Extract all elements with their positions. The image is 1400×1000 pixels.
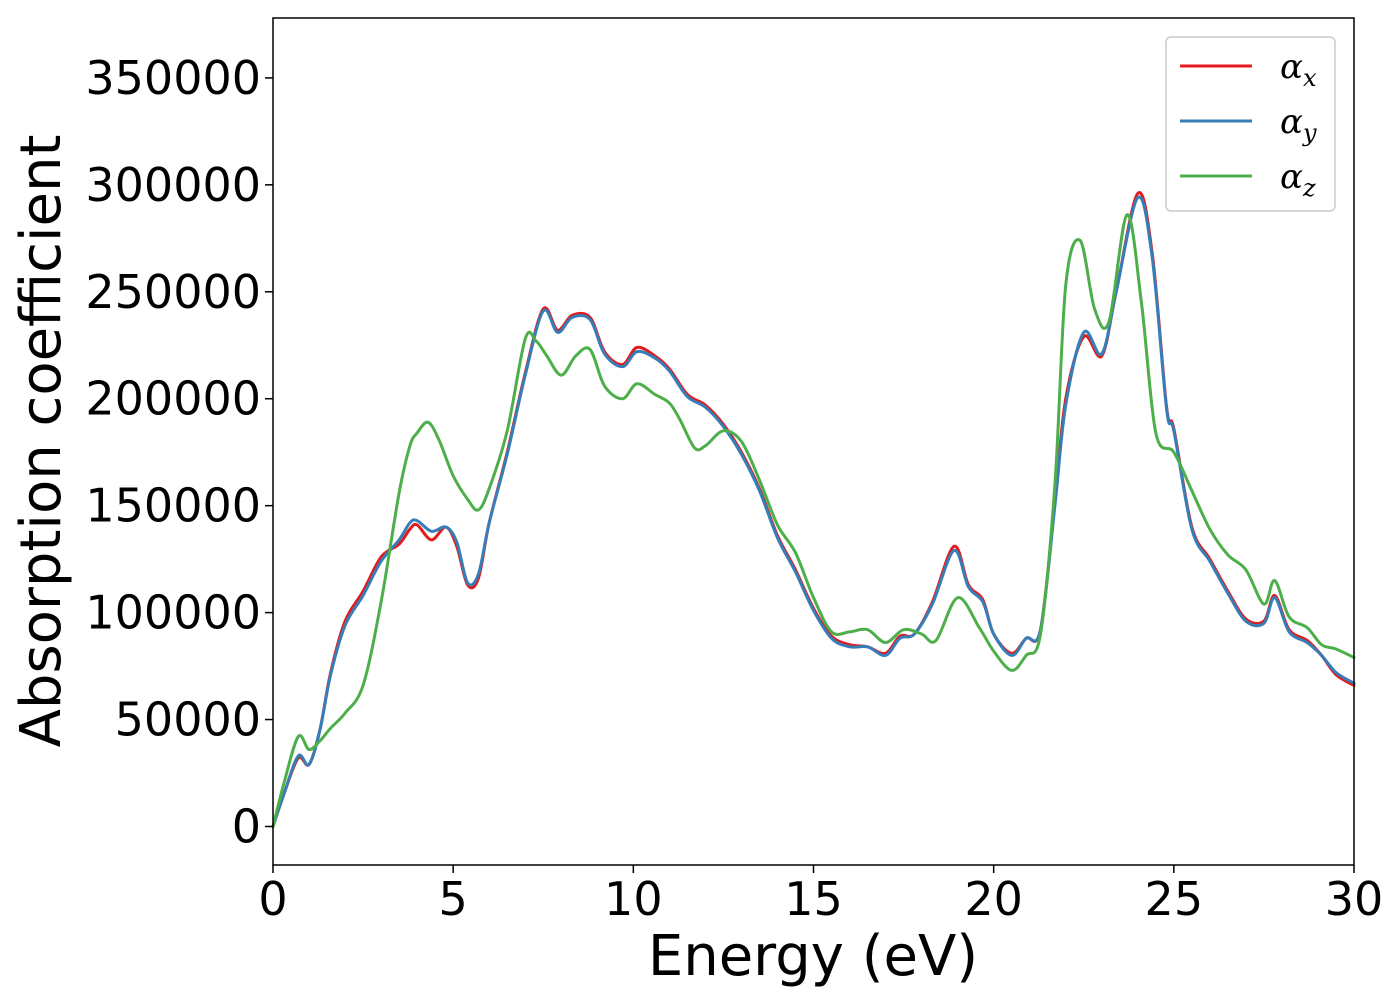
x-tick-label: 30 <box>1325 872 1384 926</box>
series-line-z <box>271 213 1356 828</box>
y-tick-label: 200000 <box>85 372 261 426</box>
y-tick-label: 350000 <box>85 51 261 105</box>
legend-box <box>1165 36 1336 212</box>
x-tick-label: 20 <box>964 872 1023 926</box>
x-axis-ticks: 0 5 10 15 20 25 30 <box>258 865 1383 926</box>
y-tick-label: 0 <box>232 800 261 854</box>
y-tick-label: 50000 <box>115 693 261 747</box>
x-tick-label: 0 <box>258 872 287 926</box>
legend-label-y: αy <box>1280 102 1317 147</box>
series-layer <box>271 191 1356 828</box>
x-tick-label: 25 <box>1145 872 1204 926</box>
y-tick-label: 250000 <box>85 265 261 319</box>
x-tick-label: 15 <box>784 872 843 926</box>
x-tick-label: 5 <box>439 872 468 926</box>
y-tick-label: 300000 <box>85 158 261 212</box>
y-axis-title: Absorption coefficient <box>9 135 74 748</box>
y-axis-ticks: 0 50000 100000 150000 200000 250000 300000 3500… <box>85 51 273 854</box>
x-tick-label: 10 <box>604 872 663 926</box>
y-tick-label: 150000 <box>85 479 261 533</box>
series-line-y <box>271 195 1356 828</box>
x-axis-title: Energy (eV) <box>648 924 978 989</box>
y-tick-label: 100000 <box>85 586 261 640</box>
